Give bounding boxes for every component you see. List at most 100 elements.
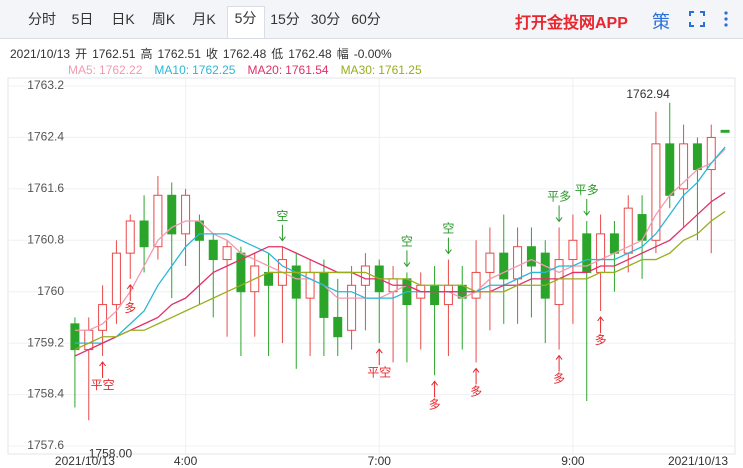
x-tick-label: 4:00: [174, 454, 198, 468]
buy-arrow: [99, 361, 106, 378]
tab-bar: 分时 5日 日K 周K 月K 5分 15分 30分 60分: [0, 0, 743, 39]
ma-line: [74, 146, 726, 344]
sell-arrow: [445, 237, 452, 255]
sell-arrow: [555, 205, 563, 223]
tab[interactable]: 月K: [192, 11, 216, 27]
candle-body: [526, 246, 536, 267]
candle-body: [540, 252, 550, 299]
candle-body: [609, 233, 619, 254]
buy-signal: 多: [429, 397, 441, 411]
candle-body: [84, 329, 94, 351]
candle-body: [319, 271, 329, 318]
info-value: -0.00%: [353, 47, 392, 61]
buy-signal: 平空: [367, 365, 391, 379]
candle-body: [153, 194, 163, 248]
strategy-icon[interactable]: 策: [652, 12, 670, 32]
candle-body: [181, 194, 191, 235]
candle-body: [98, 304, 108, 331]
tab[interactable]: 5分: [226, 6, 265, 38]
legend-value: 1761.25: [378, 63, 422, 77]
ma-line: [74, 210, 726, 351]
candle-body: [70, 323, 80, 351]
tab[interactable]: 5日: [71, 11, 94, 27]
candle-body: [360, 265, 370, 286]
buy-signal: 平空: [91, 378, 115, 392]
legend-name: MA10:: [154, 63, 190, 77]
y-tick-label: 1758.4: [27, 387, 64, 401]
buy-signal: 多: [470, 385, 482, 399]
tab[interactable]: 60分: [351, 11, 381, 27]
legend-name: MA20:: [247, 63, 283, 77]
candle-body: [679, 143, 689, 190]
max-label: 1762.94: [626, 87, 670, 101]
sell-signal: 平多: [575, 183, 599, 197]
buy-arrow: [126, 284, 134, 301]
sell-arrow: [279, 224, 286, 242]
info-label: 低: [271, 47, 284, 61]
candle-body: [208, 239, 218, 261]
info-date: 2021/10/13: [10, 47, 71, 61]
sell-signal: 空: [401, 235, 413, 249]
legend-value: 1762.25: [192, 63, 236, 77]
candle-body: [485, 252, 495, 273]
app-link[interactable]: 打开金投网APP: [515, 15, 628, 32]
y-tick-label: 1762.4: [27, 130, 64, 144]
info-label: 收: [205, 47, 218, 61]
candle-body: [305, 271, 315, 299]
candle-body: [125, 220, 135, 254]
y-tick-label: 1757.6: [27, 438, 64, 452]
candle-body: [706, 136, 716, 171]
buy-arrow: [431, 380, 438, 398]
x-tick-label: 7:00: [368, 454, 392, 468]
candle-body: [291, 265, 301, 299]
tab[interactable]: 15分: [270, 11, 300, 27]
candle-body: [499, 252, 509, 280]
y-tick-label: 1760: [37, 284, 64, 298]
ma-line: [74, 192, 726, 357]
candle-body: [139, 220, 149, 248]
info-value: 1762.48: [288, 47, 332, 61]
tab[interactable]: 周K: [151, 11, 176, 27]
buy-signal: 多: [124, 301, 136, 315]
buy-arrow: [375, 348, 383, 366]
candle-body: [513, 246, 523, 280]
sell-arrow: [583, 199, 591, 216]
candle-body: [720, 129, 730, 133]
sell-signal: 平多: [547, 190, 571, 204]
legend-name: MA5:: [68, 63, 97, 77]
y-tick-label: 1759.2: [27, 335, 64, 349]
buy-arrow: [597, 316, 604, 333]
info-label: 幅: [336, 47, 349, 61]
candle-body: [554, 259, 564, 306]
tab[interactable]: 分时: [28, 11, 56, 27]
x-tick-label: 9:00: [561, 454, 585, 468]
legend-value: 1761.54: [285, 63, 329, 77]
candle-body: [167, 194, 177, 235]
info-line: 2021/10/13 开 1762.51 高 1762.51 收 1762.48 低 1762.…: [10, 45, 397, 62]
candle-body: [443, 284, 453, 306]
info-label: 高: [140, 47, 153, 61]
y-tick-label: 1763.2: [27, 78, 64, 92]
legend-value: 1762.22: [99, 63, 143, 77]
tool-icons[interactable]: [688, 10, 738, 28]
buy-arrow: [472, 367, 480, 385]
candle-body: [651, 143, 661, 241]
sell-signal: 空: [442, 222, 454, 236]
candle-body: [665, 143, 675, 196]
candle-body: [568, 239, 578, 261]
tab[interactable]: 日K: [111, 11, 135, 27]
info-value: 1762.48: [222, 47, 267, 61]
y-tick-label: 1760.8: [27, 232, 64, 246]
info-value: 1762.51: [157, 47, 201, 61]
info-label: 开: [75, 47, 88, 61]
candle-body: [471, 271, 481, 299]
ma-line: [74, 148, 726, 331]
y-tick-label: 1761.6: [27, 181, 64, 195]
min-label: 1758.00: [89, 446, 133, 460]
sell-arrow: [403, 250, 411, 268]
candle-body: [333, 316, 343, 338]
tab[interactable]: 30分: [310, 11, 341, 27]
buy-arrow: [555, 354, 563, 372]
